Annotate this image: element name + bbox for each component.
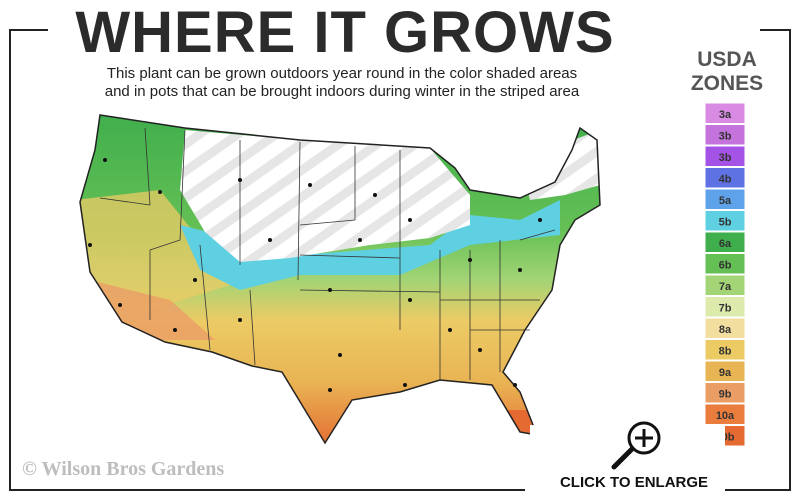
city-dots [88, 158, 542, 392]
title: WHERE IT GROWS [75, 0, 614, 65]
zone-label: 6b [719, 259, 732, 271]
zone-swatch [704, 274, 746, 296]
zone-swatch [704, 403, 746, 425]
zone-label: 7b [719, 302, 732, 314]
zone-swatch [704, 124, 746, 146]
zone-label: 3a [719, 109, 732, 121]
zone-label: 3b [719, 130, 732, 142]
zone-swatch [704, 231, 746, 253]
zone-map[interactable] [70, 110, 610, 450]
enlarge-button[interactable]: CLICK TO ENLARGE [530, 421, 725, 493]
zone-label: 9a [719, 367, 732, 379]
zone-label: 4b [719, 173, 732, 185]
zone-label: 8b [719, 345, 732, 357]
zone-label: 6a [719, 238, 732, 250]
watermark: © Wilson Bros Gardens [22, 458, 224, 480]
zone-swatch [704, 253, 746, 275]
zone-label: 8a [719, 324, 732, 336]
zone-swatch [704, 296, 746, 318]
zone-swatch [704, 102, 746, 124]
zone-swatch [704, 382, 746, 404]
zone-label: 10a [716, 410, 735, 422]
zone-swatch [704, 360, 746, 382]
legend: 3a3b3b4b5a5b6a6b7a7b8a8b9a9b10a10b [704, 102, 746, 447]
enlarge-label[interactable]: CLICK TO ENLARGE [560, 474, 708, 491]
magnifier-icon [611, 421, 661, 470]
zone-swatch [704, 188, 746, 210]
zone-label: 3b [719, 152, 732, 164]
zone-label: 7a [719, 281, 732, 293]
zone-label: 9b [719, 388, 732, 400]
zone-swatch [704, 317, 746, 339]
zone-swatch [704, 145, 746, 167]
zone-swatch [704, 167, 746, 189]
subtitle: This plant can be grown outdoors year ro… [107, 65, 577, 82]
legend-title: ZONES [691, 72, 763, 95]
zone-label: 5a [719, 195, 732, 207]
subtitle: and in pots that can be brought indoors … [105, 83, 580, 100]
zone-label: 5b [719, 216, 732, 228]
legend-title: USDA [697, 48, 757, 71]
frame [9, 29, 791, 491]
zone-swatch [704, 210, 746, 232]
zone-swatch [704, 339, 746, 361]
state-lines [99, 127, 556, 380]
